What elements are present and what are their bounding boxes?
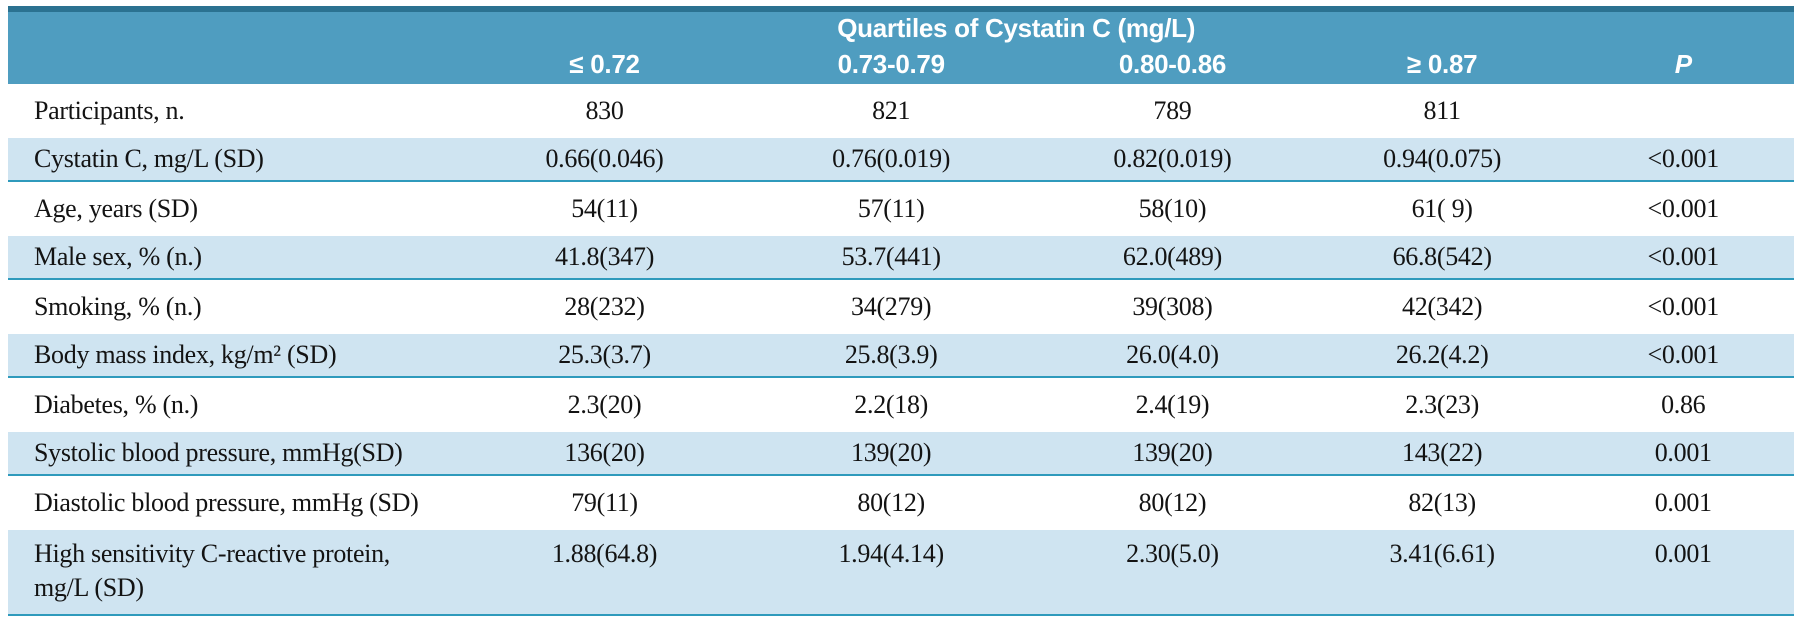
column-header-quartile: 0.73-0.79: [837, 48, 945, 79]
cell-value: 789: [1153, 96, 1192, 126]
cell-value: 1.94(4.14): [838, 539, 944, 568]
p-value-cell: 0.001: [1654, 539, 1712, 568]
row-label: Diabetes, % (n.): [34, 390, 199, 420]
table-row: Male sex, % (n.) 41.8(347) 53.7(441) 62.0(4…: [8, 236, 1794, 280]
p-value-cell: <0.001: [1647, 292, 1720, 322]
row-label: Systolic blood pressure, mmHg(SD): [34, 438, 403, 468]
table-row: Diastolic blood pressure, mmHg (SD) 79(11…: [8, 476, 1794, 530]
p-value-cell: <0.001: [1647, 340, 1720, 370]
p-value-cell: <0.001: [1647, 194, 1720, 224]
cell-value: 82(13): [1408, 488, 1476, 518]
table-row: Age, years (SD) 54(11) 57(11) 58(10) 61( 9) <…: [8, 182, 1794, 236]
row-label: Smoking, % (n.): [34, 292, 202, 322]
table-row: Cystatin C, mg/L (SD) 0.66(0.046) 0.76(0.0…: [8, 138, 1794, 182]
cell-value: 54(11): [571, 194, 638, 224]
row-label: Diastolic blood pressure, mmHg (SD): [34, 488, 419, 518]
cell-value: 62.0(489): [1122, 242, 1222, 272]
table-header: Quartiles of Cystatin C (mg/L) ≤ 0.72 0.7…: [8, 6, 1794, 84]
participants-characteristics-table: Quartiles of Cystatin C (mg/L) ≤ 0.72 0.7…: [8, 6, 1794, 616]
cell-value: 25.3(3.7): [558, 340, 651, 370]
cell-value: 79(11): [571, 488, 638, 518]
p-value-cell: <0.001: [1647, 242, 1720, 272]
cell-value: 25.8(3.9): [844, 340, 938, 370]
row-label: High sensitivity C-reactive protein, mg/…: [34, 539, 391, 602]
cell-value: 66.8(542): [1392, 242, 1492, 272]
cell-value: 0.76(0.019): [832, 144, 951, 174]
cell-value: 1.88(64.8): [551, 539, 658, 568]
row-label: Male sex, % (n.): [34, 242, 202, 272]
cell-value: 136(20): [564, 438, 645, 468]
cell-value: 2.30(5.0): [1126, 539, 1219, 568]
table-row: Systolic blood pressure, mmHg(SD) 136(20)…: [8, 432, 1794, 476]
table-title: Quartiles of Cystatin C (mg/L): [837, 13, 1196, 43]
cell-value: 811: [1423, 96, 1461, 126]
row-label: Participants, n.: [34, 96, 185, 126]
column-header-quartile: 0.80-0.86: [1118, 48, 1227, 79]
cell-value: 80(12): [1138, 488, 1207, 518]
table-row: High sensitivity C-reactive protein, mg/…: [8, 530, 1794, 616]
row-label: Body mass index, kg/m² (SD): [34, 340, 337, 370]
row-label: Age, years (SD): [34, 194, 198, 224]
cell-value: 26.0(4.0): [1126, 340, 1219, 370]
cell-value: 830: [585, 96, 624, 126]
p-value-cell: 0.001: [1654, 488, 1712, 518]
cell-value: 821: [872, 96, 911, 126]
cell-value: 28(232): [564, 292, 645, 322]
cell-value: 42(342): [1402, 292, 1483, 322]
table-row: Diabetes, % (n.) 2.3(20) 2.2(18) 2.4(19) 2.3…: [8, 378, 1794, 432]
cell-value: 139(20): [1132, 438, 1213, 468]
cell-value: 80(12): [857, 488, 925, 518]
column-header-quartile: ≥ 0.87: [1406, 48, 1478, 79]
cell-value: 3.41(6.61): [1389, 539, 1495, 568]
cell-value: 0.94(0.075): [1383, 144, 1502, 174]
p-value-cell: 0.86: [1661, 390, 1706, 420]
cell-value: 26.2(4.2): [1395, 340, 1489, 370]
table-body: Participants, n. 830 821 789 811 Cystatin C, …: [8, 84, 1794, 616]
cell-value: 2.3(23): [1405, 390, 1479, 420]
table-row: Participants, n. 830 821 789 811: [8, 84, 1794, 138]
cell-value: 139(20): [851, 438, 932, 468]
p-value-cell: <0.001: [1647, 144, 1720, 174]
cell-value: 0.82(0.019): [1113, 144, 1232, 174]
cell-value: 143(22): [1402, 438, 1483, 468]
cell-value: 2.2(18): [854, 390, 929, 420]
table-row: Smoking, % (n.) 28(232) 34(279) 39(308) 42(3…: [8, 280, 1794, 334]
column-header-quartile: ≤ 0.72: [569, 48, 640, 79]
cell-value: 58(10): [1138, 194, 1207, 224]
cell-value: 57(11): [857, 194, 925, 224]
row-label: Cystatin C, mg/L (SD): [34, 144, 264, 174]
column-header-p: P: [1674, 48, 1692, 79]
cell-value: 41.8(347): [554, 242, 655, 272]
table-row: Body mass index, kg/m² (SD) 25.3(3.7) 25.8…: [8, 334, 1794, 378]
p-value-cell: 0.001: [1654, 438, 1712, 468]
cell-value: 53.7(441): [841, 242, 941, 272]
cell-value: 2.4(19): [1135, 390, 1210, 420]
cell-value: 61( 9): [1411, 194, 1473, 224]
cell-value: 39(308): [1132, 292, 1213, 322]
cell-value: 2.3(20): [567, 390, 642, 420]
cell-value: 0.66(0.046): [545, 144, 664, 174]
cell-value: 34(279): [851, 292, 932, 322]
